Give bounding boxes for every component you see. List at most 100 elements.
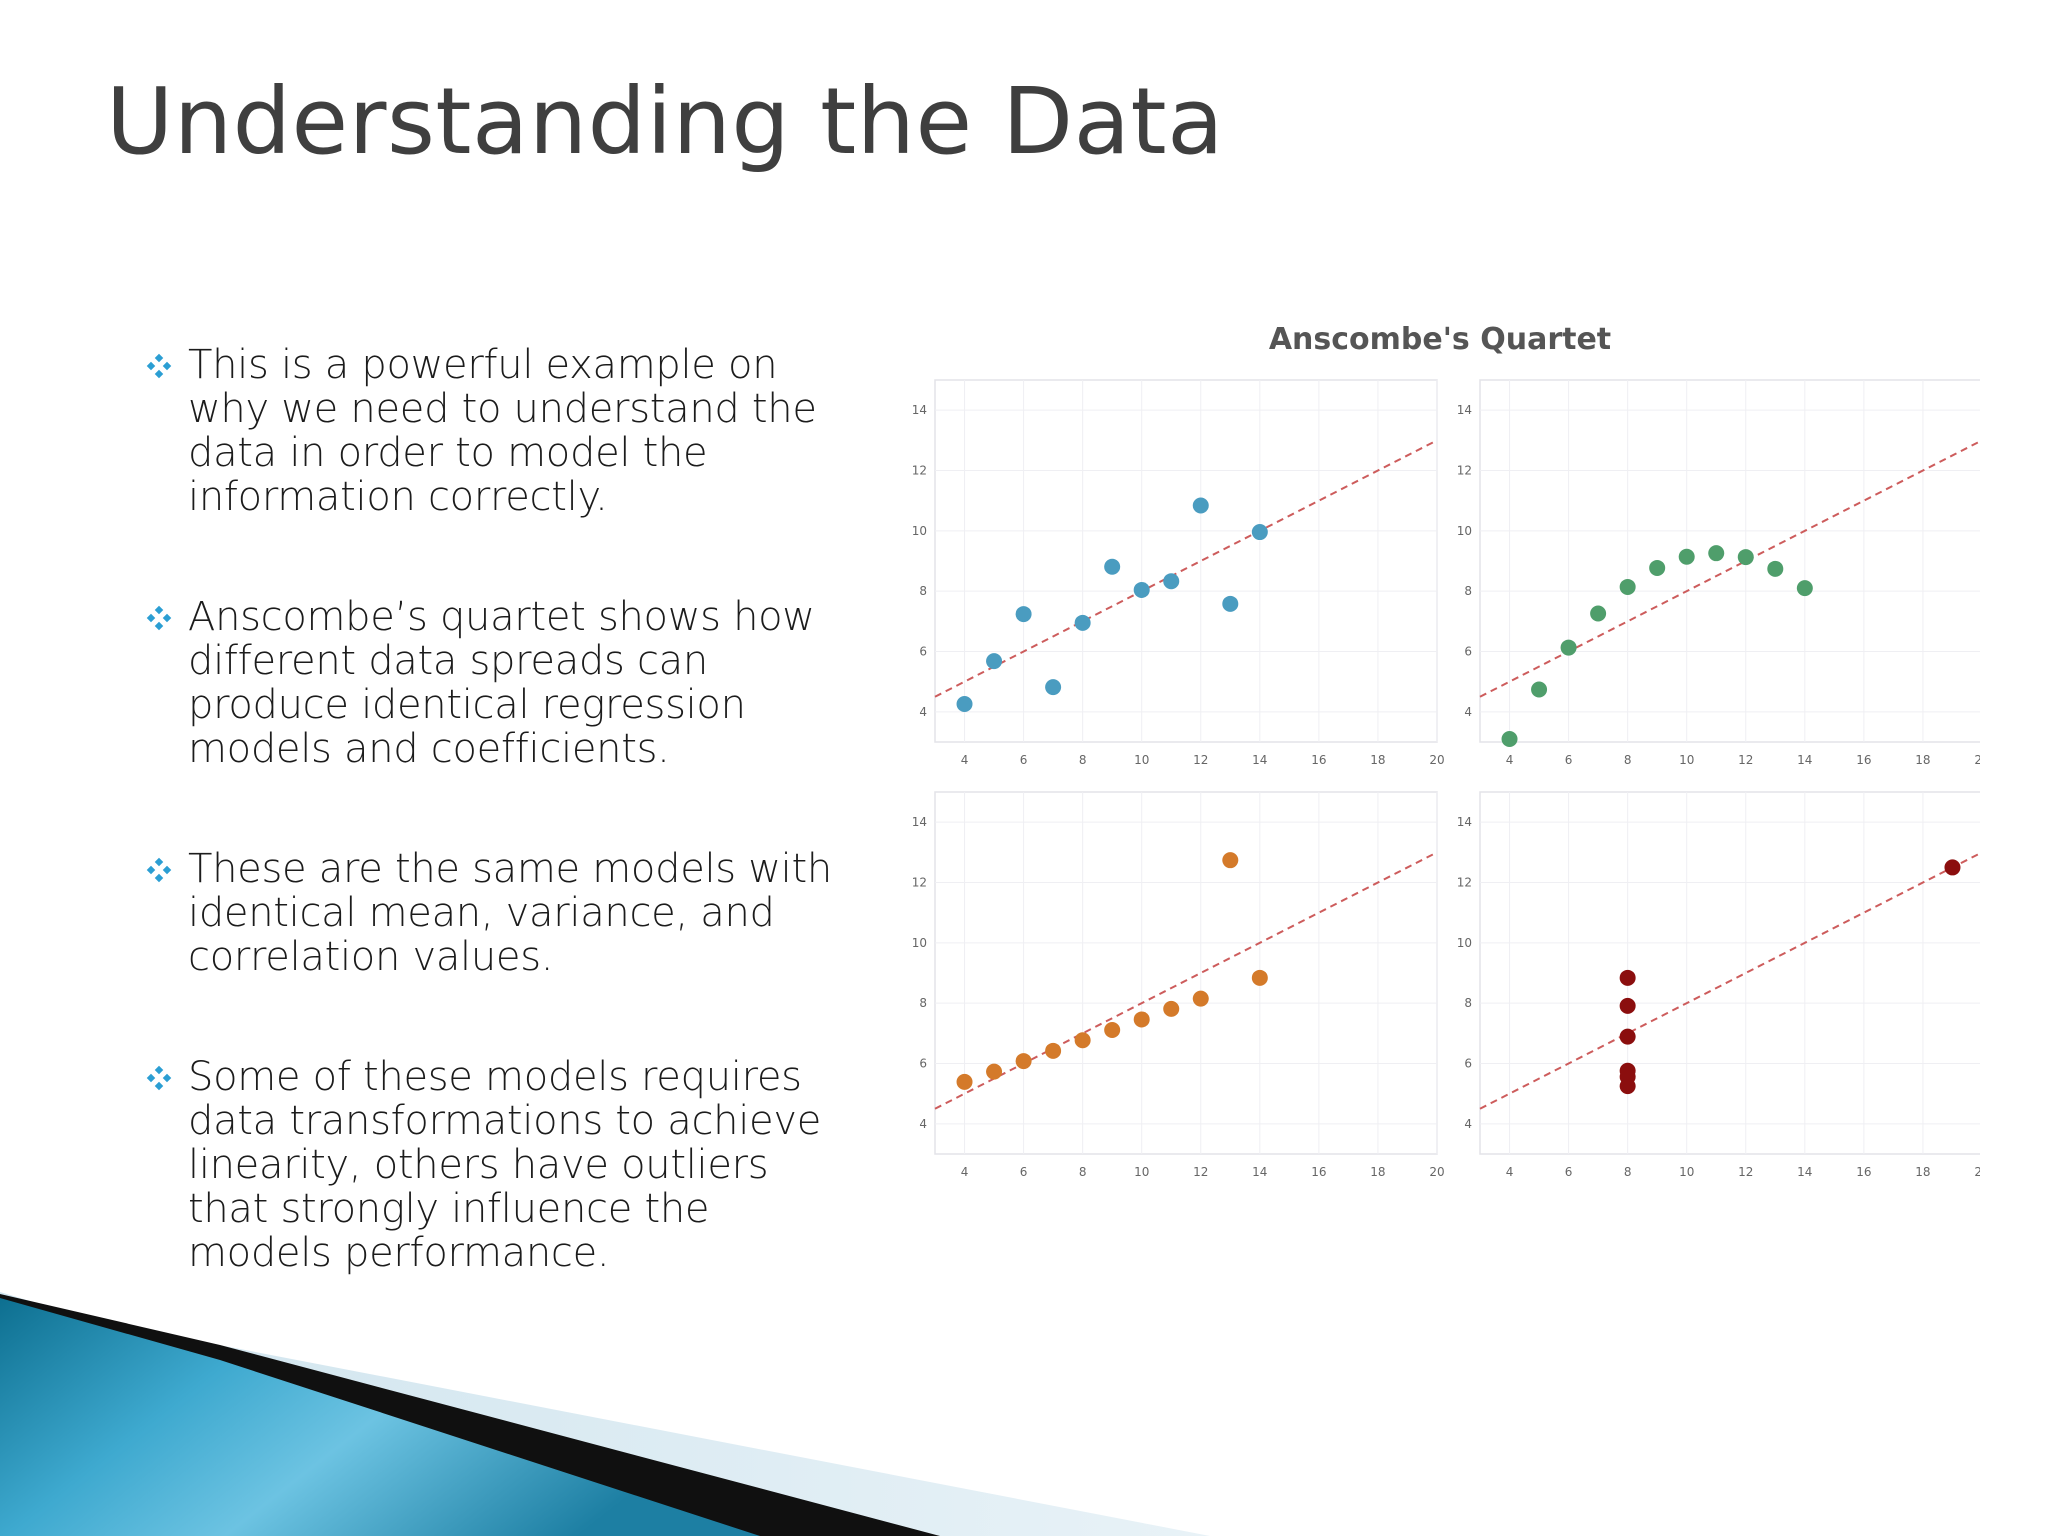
y-tick-label: 8 [919,584,927,598]
scatter-point [1133,1011,1150,1028]
scatter-point [1796,580,1813,597]
x-tick-label: 4 [1506,753,1514,767]
scatter-point [1590,605,1607,622]
x-tick-label: 18 [1370,753,1385,767]
y-tick-label: 10 [1457,936,1472,950]
y-tick-label: 14 [1457,403,1472,417]
y-tick-label: 6 [1464,1057,1472,1071]
scatter-point [1619,1078,1636,1095]
scatter-point [1045,1042,1062,1059]
scatter-point [1104,558,1121,575]
bullet-text: Some of these models requires data trans… [188,1054,822,1276]
scatter-panel: 4 6 8 10 12 14 16 18 20 4 6 8 10 12 14 [912,379,1445,767]
scatter-point [1619,969,1636,986]
x-tick-label: 10 [1134,753,1149,767]
panel-frame [1479,379,1980,743]
scatter-point [1737,549,1754,566]
scatter-point [1015,606,1032,623]
y-tick-label: 14 [912,403,927,417]
x-tick-label: 4 [1506,1165,1514,1179]
x-tick-label: 12 [1193,1165,1208,1179]
bullet-text: This is a powerful example on why we nee… [188,342,817,520]
scatter-point [1074,1032,1091,1049]
scatter-panel: 4 6 8 10 12 14 16 18 20 4 6 8 10 12 14 [912,791,1445,1179]
scatter-point [956,695,973,712]
x-tick-label: 10 [1679,753,1694,767]
regression-line [934,851,1438,1110]
scatter-point [1104,1022,1121,1039]
x-tick-label: 12 [1738,1165,1753,1179]
y-tick-label: 8 [919,996,927,1010]
x-tick-label: 20 [1429,1165,1444,1179]
bullet-item: This is a powerful example on why we nee… [146,343,846,519]
x-tick-label: 4 [961,1165,969,1179]
panel-frame [934,379,1438,743]
x-tick-label: 12 [1738,753,1753,767]
scatter-point [1619,578,1636,595]
diamond-cluster-icon [146,353,172,379]
y-tick-label: 8 [1464,996,1472,1010]
x-tick-label: 10 [1679,1165,1694,1179]
x-tick-label: 14 [1797,1165,1812,1179]
x-tick-label: 8 [1624,1165,1632,1179]
x-tick-label: 4 [961,753,969,767]
x-tick-label: 12 [1193,753,1208,767]
x-tick-label: 20 [1974,1165,1980,1179]
y-tick-label: 12 [912,464,927,478]
y-tick-label: 4 [919,705,927,719]
y-tick-label: 10 [1457,524,1472,538]
y-tick-label: 6 [919,645,927,659]
x-tick-label: 6 [1565,1165,1573,1179]
panel-frame [1479,791,1980,1155]
x-tick-label: 20 [1429,753,1444,767]
bullet-text: These are the same models with identical… [188,846,832,980]
scatter-point [1501,730,1518,747]
scatter-point [1192,497,1209,514]
slide-title: Understanding the Data [106,68,1224,175]
scatter-point [1649,559,1666,576]
scatter-point [1251,969,1268,986]
bullet-text: Anscombe’s quartet shows how different d… [188,594,815,772]
scatter-point [986,653,1003,670]
scatter-point [1678,548,1695,565]
bullet-item: These are the same models with identical… [146,847,846,979]
scatter-point [1944,859,1961,876]
x-tick-label: 8 [1624,753,1632,767]
scatter-point [1251,524,1268,541]
scatter-point [1222,852,1239,869]
scatter-panel: 4 6 8 10 12 14 16 18 20 4 6 8 10 12 14 [1457,791,1980,1179]
x-tick-label: 14 [1252,1165,1267,1179]
y-tick-label: 6 [919,1057,927,1071]
x-tick-label: 8 [1079,753,1087,767]
scatter-point [1708,545,1725,562]
anscombe-chart: Anscombe's Quartet 4 6 8 10 12 14 16 18 20 4 6 8 10 1… [900,310,1980,1190]
scatter-point [1531,681,1548,698]
scatter-point [1619,997,1636,1014]
scatter-point [1619,1028,1636,1045]
x-tick-label: 14 [1797,753,1812,767]
y-tick-label: 4 [1464,705,1472,719]
x-tick-label: 6 [1020,1165,1028,1179]
regression-line [934,439,1438,698]
bullet-list: This is a powerful example on why we nee… [146,343,846,1351]
y-tick-label: 4 [1464,1117,1472,1131]
y-tick-label: 14 [912,815,927,829]
x-tick-label: 8 [1079,1165,1087,1179]
x-tick-label: 16 [1856,1165,1871,1179]
quartet-plot: 4 6 8 10 12 14 16 18 20 4 6 8 10 12 14 4 6 8 10 12 14 16 18 20 4… [912,379,1980,1179]
scatter-point [1015,1053,1032,1070]
y-tick-label: 12 [1457,876,1472,890]
x-tick-label: 16 [1311,753,1326,767]
y-tick-label: 10 [912,936,927,950]
scatter-panel: 4 6 8 10 12 14 16 18 20 4 6 8 10 12 14 [1457,379,1980,767]
scatter-point [1045,679,1062,696]
x-tick-label: 18 [1915,753,1930,767]
panel-frame [934,791,1438,1155]
regression-line [1479,852,1980,1110]
scatter-point [956,1073,973,1090]
x-tick-label: 20 [1974,753,1980,767]
x-tick-label: 16 [1311,1165,1326,1179]
scatter-point [1074,614,1091,631]
diamond-cluster-icon [146,605,172,631]
